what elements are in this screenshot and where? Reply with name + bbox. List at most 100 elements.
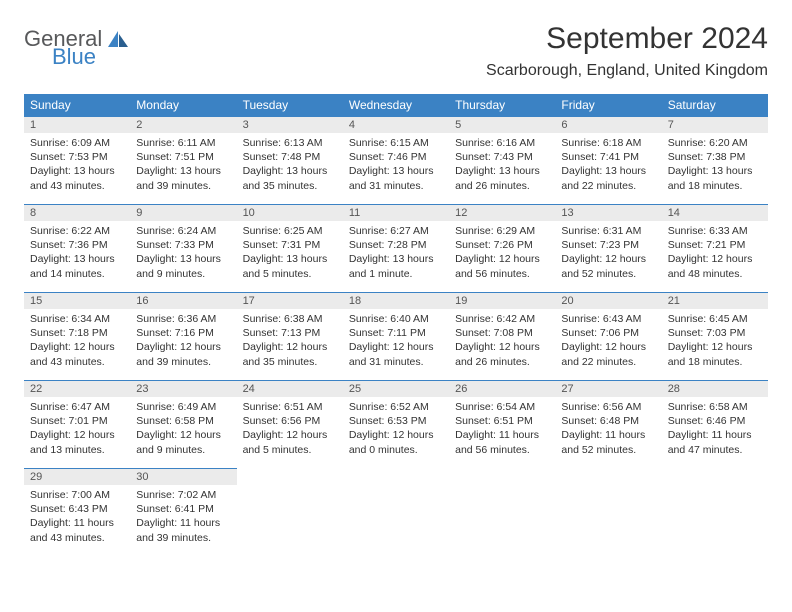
day-header: Wednesday	[343, 94, 449, 117]
logo-line2: Blue	[52, 46, 102, 68]
calendar-week-row: 29Sunrise: 7:00 AMSunset: 6:43 PMDayligh…	[24, 469, 768, 557]
day-number: 3	[237, 117, 343, 133]
day-info: Sunrise: 6:45 AMSunset: 7:03 PMDaylight:…	[662, 309, 768, 375]
day-cell: 2Sunrise: 6:11 AMSunset: 7:51 PMDaylight…	[130, 117, 236, 205]
day-number: 18	[343, 293, 449, 309]
day-cell: 14Sunrise: 6:33 AMSunset: 7:21 PMDayligh…	[662, 205, 768, 293]
day-number: 17	[237, 293, 343, 309]
day-number: 29	[24, 469, 130, 485]
calendar-body: 1Sunrise: 6:09 AMSunset: 7:53 PMDaylight…	[24, 117, 768, 557]
day-cell: 24Sunrise: 6:51 AMSunset: 6:56 PMDayligh…	[237, 381, 343, 469]
calendar-week-row: 22Sunrise: 6:47 AMSunset: 7:01 PMDayligh…	[24, 381, 768, 469]
day-info: Sunrise: 6:25 AMSunset: 7:31 PMDaylight:…	[237, 221, 343, 287]
day-cell: 4Sunrise: 6:15 AMSunset: 7:46 PMDaylight…	[343, 117, 449, 205]
empty-day-cell	[237, 469, 343, 557]
day-cell: 25Sunrise: 6:52 AMSunset: 6:53 PMDayligh…	[343, 381, 449, 469]
day-cell: 7Sunrise: 6:20 AMSunset: 7:38 PMDaylight…	[662, 117, 768, 205]
day-info: Sunrise: 6:58 AMSunset: 6:46 PMDaylight:…	[662, 397, 768, 463]
day-header: Thursday	[449, 94, 555, 117]
day-cell: 22Sunrise: 6:47 AMSunset: 7:01 PMDayligh…	[24, 381, 130, 469]
day-info: Sunrise: 6:34 AMSunset: 7:18 PMDaylight:…	[24, 309, 130, 375]
day-cell: 12Sunrise: 6:29 AMSunset: 7:26 PMDayligh…	[449, 205, 555, 293]
day-cell: 5Sunrise: 6:16 AMSunset: 7:43 PMDaylight…	[449, 117, 555, 205]
day-info: Sunrise: 6:47 AMSunset: 7:01 PMDaylight:…	[24, 397, 130, 463]
day-cell: 1Sunrise: 6:09 AMSunset: 7:53 PMDaylight…	[24, 117, 130, 205]
day-number: 20	[555, 293, 661, 309]
day-cell: 6Sunrise: 6:18 AMSunset: 7:41 PMDaylight…	[555, 117, 661, 205]
day-header: Friday	[555, 94, 661, 117]
day-info: Sunrise: 6:54 AMSunset: 6:51 PMDaylight:…	[449, 397, 555, 463]
day-header: Tuesday	[237, 94, 343, 117]
day-info: Sunrise: 6:40 AMSunset: 7:11 PMDaylight:…	[343, 309, 449, 375]
day-cell: 23Sunrise: 6:49 AMSunset: 6:58 PMDayligh…	[130, 381, 236, 469]
calendar-table: SundayMondayTuesdayWednesdayThursdayFrid…	[24, 94, 768, 557]
day-info: Sunrise: 6:22 AMSunset: 7:36 PMDaylight:…	[24, 221, 130, 287]
day-cell: 18Sunrise: 6:40 AMSunset: 7:11 PMDayligh…	[343, 293, 449, 381]
day-info: Sunrise: 6:29 AMSunset: 7:26 PMDaylight:…	[449, 221, 555, 287]
day-info: Sunrise: 6:20 AMSunset: 7:38 PMDaylight:…	[662, 133, 768, 199]
day-info: Sunrise: 6:38 AMSunset: 7:13 PMDaylight:…	[237, 309, 343, 375]
day-number: 25	[343, 381, 449, 397]
day-number: 30	[130, 469, 236, 485]
day-number: 24	[237, 381, 343, 397]
day-cell: 13Sunrise: 6:31 AMSunset: 7:23 PMDayligh…	[555, 205, 661, 293]
day-cell: 17Sunrise: 6:38 AMSunset: 7:13 PMDayligh…	[237, 293, 343, 381]
logo: General Blue	[24, 22, 130, 68]
day-number: 11	[343, 205, 449, 221]
day-info: Sunrise: 6:16 AMSunset: 7:43 PMDaylight:…	[449, 133, 555, 199]
day-cell: 27Sunrise: 6:56 AMSunset: 6:48 PMDayligh…	[555, 381, 661, 469]
day-cell: 10Sunrise: 6:25 AMSunset: 7:31 PMDayligh…	[237, 205, 343, 293]
day-info: Sunrise: 7:02 AMSunset: 6:41 PMDaylight:…	[130, 485, 236, 551]
month-title: September 2024	[486, 22, 768, 56]
calendar-header-row: SundayMondayTuesdayWednesdayThursdayFrid…	[24, 94, 768, 117]
day-cell: 30Sunrise: 7:02 AMSunset: 6:41 PMDayligh…	[130, 469, 236, 557]
day-info: Sunrise: 6:15 AMSunset: 7:46 PMDaylight:…	[343, 133, 449, 199]
day-cell: 26Sunrise: 6:54 AMSunset: 6:51 PMDayligh…	[449, 381, 555, 469]
day-cell: 19Sunrise: 6:42 AMSunset: 7:08 PMDayligh…	[449, 293, 555, 381]
day-number: 7	[662, 117, 768, 133]
title-block: September 2024 Scarborough, England, Uni…	[486, 22, 768, 80]
calendar-week-row: 8Sunrise: 6:22 AMSunset: 7:36 PMDaylight…	[24, 205, 768, 293]
day-info: Sunrise: 6:52 AMSunset: 6:53 PMDaylight:…	[343, 397, 449, 463]
day-info: Sunrise: 6:13 AMSunset: 7:48 PMDaylight:…	[237, 133, 343, 199]
day-cell: 15Sunrise: 6:34 AMSunset: 7:18 PMDayligh…	[24, 293, 130, 381]
day-number: 27	[555, 381, 661, 397]
day-number: 15	[24, 293, 130, 309]
day-number: 1	[24, 117, 130, 133]
day-header: Sunday	[24, 94, 130, 117]
logo-sail-icon	[106, 29, 130, 54]
day-number: 2	[130, 117, 236, 133]
day-number: 8	[24, 205, 130, 221]
day-number: 16	[130, 293, 236, 309]
empty-day-cell	[343, 469, 449, 557]
day-header: Monday	[130, 94, 236, 117]
day-info: Sunrise: 7:00 AMSunset: 6:43 PMDaylight:…	[24, 485, 130, 551]
day-number: 6	[555, 117, 661, 133]
day-cell: 11Sunrise: 6:27 AMSunset: 7:28 PMDayligh…	[343, 205, 449, 293]
day-info: Sunrise: 6:43 AMSunset: 7:06 PMDaylight:…	[555, 309, 661, 375]
day-number: 14	[662, 205, 768, 221]
day-info: Sunrise: 6:33 AMSunset: 7:21 PMDaylight:…	[662, 221, 768, 287]
day-info: Sunrise: 6:18 AMSunset: 7:41 PMDaylight:…	[555, 133, 661, 199]
day-number: 26	[449, 381, 555, 397]
day-cell: 8Sunrise: 6:22 AMSunset: 7:36 PMDaylight…	[24, 205, 130, 293]
day-number: 12	[449, 205, 555, 221]
day-info: Sunrise: 6:09 AMSunset: 7:53 PMDaylight:…	[24, 133, 130, 199]
day-info: Sunrise: 6:11 AMSunset: 7:51 PMDaylight:…	[130, 133, 236, 199]
day-number: 19	[449, 293, 555, 309]
calendar-week-row: 15Sunrise: 6:34 AMSunset: 7:18 PMDayligh…	[24, 293, 768, 381]
day-info: Sunrise: 6:56 AMSunset: 6:48 PMDaylight:…	[555, 397, 661, 463]
calendar-week-row: 1Sunrise: 6:09 AMSunset: 7:53 PMDaylight…	[24, 117, 768, 205]
day-number: 21	[662, 293, 768, 309]
day-number: 5	[449, 117, 555, 133]
day-info: Sunrise: 6:31 AMSunset: 7:23 PMDaylight:…	[555, 221, 661, 287]
day-cell: 21Sunrise: 6:45 AMSunset: 7:03 PMDayligh…	[662, 293, 768, 381]
day-number: 28	[662, 381, 768, 397]
day-number: 23	[130, 381, 236, 397]
day-cell: 3Sunrise: 6:13 AMSunset: 7:48 PMDaylight…	[237, 117, 343, 205]
day-info: Sunrise: 6:51 AMSunset: 6:56 PMDaylight:…	[237, 397, 343, 463]
day-number: 13	[555, 205, 661, 221]
day-number: 22	[24, 381, 130, 397]
location-text: Scarborough, England, United Kingdom	[486, 62, 768, 80]
day-number: 9	[130, 205, 236, 221]
